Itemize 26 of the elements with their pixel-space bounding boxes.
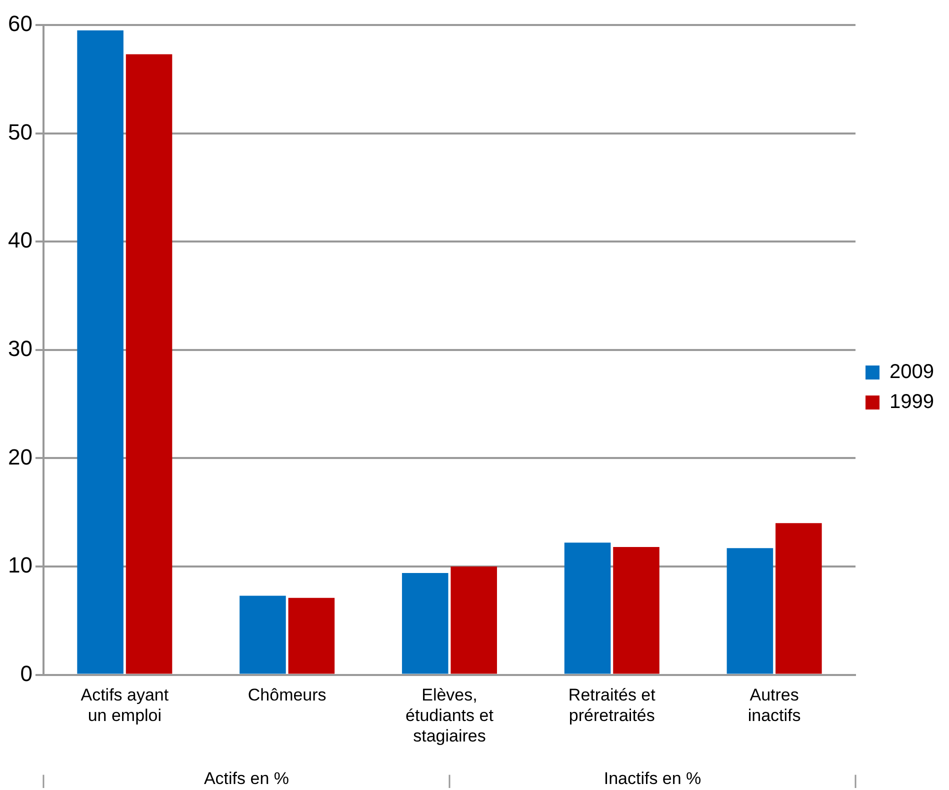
bar bbox=[288, 598, 335, 674]
bar bbox=[126, 54, 172, 674]
text: Inactifs en % bbox=[604, 769, 702, 788]
y-tick-label: 40 bbox=[8, 228, 32, 253]
bar bbox=[402, 573, 448, 674]
bar bbox=[77, 30, 124, 674]
bar bbox=[613, 547, 660, 674]
bar bbox=[776, 523, 822, 674]
text: Actifs en % bbox=[204, 769, 290, 788]
bar bbox=[450, 566, 497, 674]
y-tick-label: 30 bbox=[8, 336, 32, 361]
x-tick-label: Retraités et préretraités bbox=[568, 686, 656, 726]
x-tick-label: Actifs ayant un emploi bbox=[80, 686, 169, 726]
y-tick-label: 20 bbox=[8, 444, 32, 470]
bar bbox=[564, 542, 611, 674]
x-tick-label: Elèves, étudiants et stagiaires bbox=[406, 686, 494, 746]
legend-label: 1999 bbox=[890, 391, 934, 414]
y-tick-label: 50 bbox=[8, 119, 32, 144]
y-tick-label: 60 bbox=[8, 11, 32, 36]
y-tick-label: 0 bbox=[20, 660, 32, 686]
x-tick-label: Chômeurs bbox=[248, 686, 326, 705]
bar bbox=[726, 548, 774, 674]
bar bbox=[240, 596, 286, 674]
y-tick-label: 10 bbox=[8, 552, 32, 578]
legend-label: 2009 bbox=[890, 361, 934, 384]
x-tick-label: Autres inactifs bbox=[748, 686, 801, 726]
